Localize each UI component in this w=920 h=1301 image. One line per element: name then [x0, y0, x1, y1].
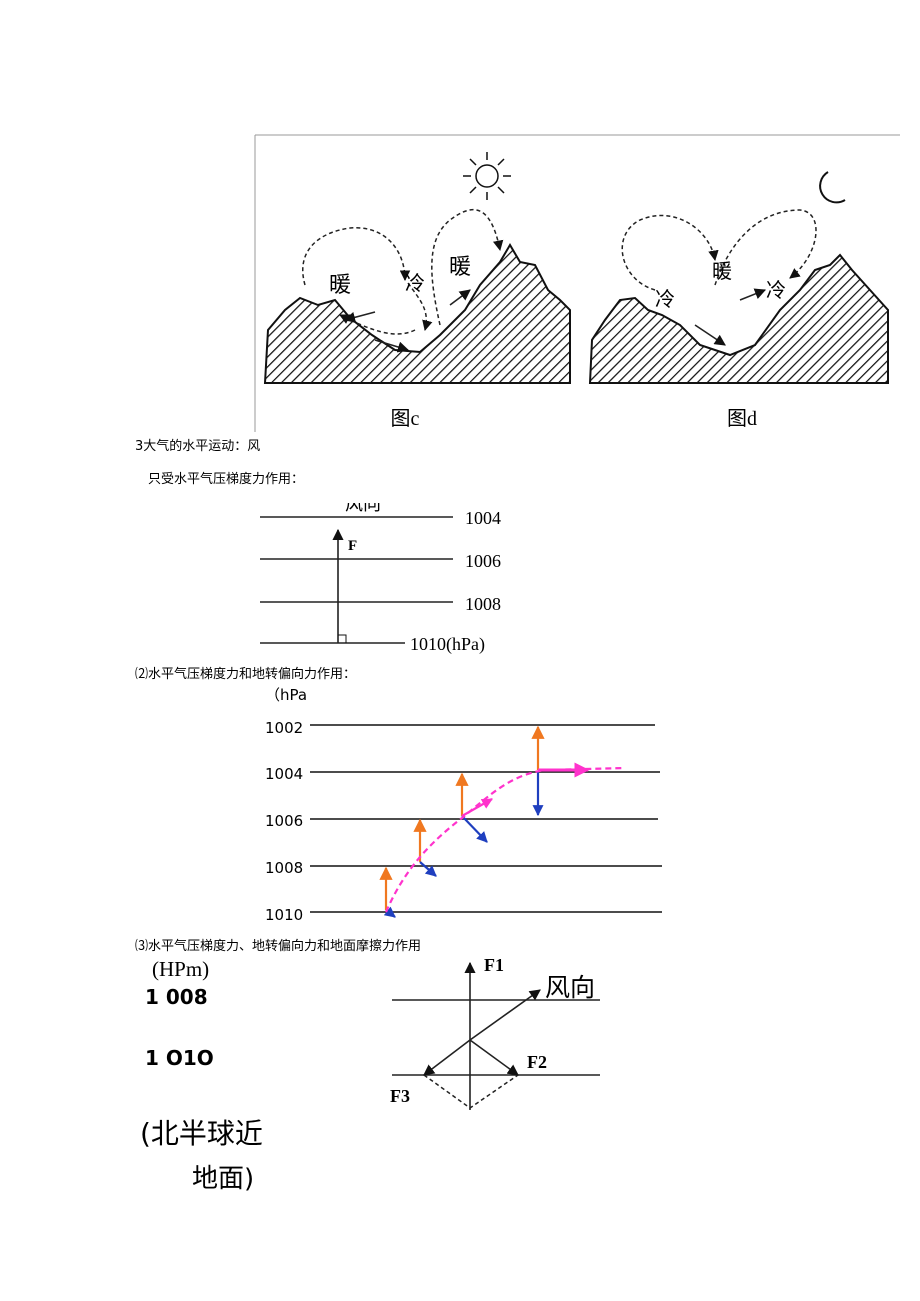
circulation [302, 208, 817, 353]
isobar-label: 1002 [265, 719, 303, 737]
isobar-label: 1004 [265, 765, 303, 783]
isobar-label: 1004 [465, 508, 501, 528]
force-arrows [384, 766, 626, 913]
moon [819, 171, 846, 204]
isobar [310, 724, 662, 913]
isobar-label: 1006 [265, 812, 303, 830]
note: 地面) [192, 1164, 254, 1194]
force-arrows [461, 815, 488, 843]
case-title: ⑵水平气压梯度力和地转偏向力作用： [135, 666, 356, 682]
case-title: ⑶水平气压梯度力、地转偏向力和地面摩擦力作用 [135, 938, 421, 954]
isobar-label: 1 008 [145, 985, 208, 1009]
force-diagram [469, 1039, 519, 1076]
sun [463, 152, 511, 200]
figure-label: 暖 [712, 260, 732, 283]
mountain [588, 253, 889, 384]
figure-caption: 图d [727, 408, 757, 430]
figure-caption: 图c [391, 408, 420, 430]
isobar-label: 1010 [265, 906, 303, 924]
force-diagram [392, 961, 600, 1110]
isobar-label: 1010(hPa) [410, 634, 485, 655]
force-diagram [423, 1039, 471, 1076]
sun [463, 152, 511, 200]
isobar [260, 516, 453, 644]
note: (北半球近 [140, 1117, 263, 1150]
wind-label: 风向 [345, 494, 381, 514]
circulation [694, 324, 726, 346]
force-label: F1 [484, 955, 504, 975]
figure-label: 暖 [449, 254, 471, 279]
isobar-label: 1 O1O [145, 1046, 214, 1070]
figure-label: 暖 [329, 272, 351, 297]
figure-label: 冷 [655, 288, 675, 311]
mountain [263, 243, 571, 384]
isobar-label: 1008 [465, 594, 501, 614]
circulation [714, 209, 817, 286]
case-title: 只受水平气压梯度力作用： [148, 471, 304, 487]
circulation [621, 214, 719, 291]
isobar [338, 634, 347, 643]
force-arrows [461, 798, 493, 817]
circulation [431, 208, 504, 326]
mountain [263, 243, 889, 384]
sun [475, 164, 499, 188]
circulation [343, 311, 376, 323]
force-diagram [469, 989, 541, 1041]
figure-label: 冷 [405, 272, 425, 295]
force-label: F2 [527, 1052, 547, 1072]
circulation [739, 288, 767, 301]
circulation [374, 339, 410, 353]
heading: 3大气的水平运动：风 [135, 438, 260, 454]
force-arrows [419, 861, 437, 877]
figure-label: 冷 [766, 279, 786, 302]
figure-frame [254, 134, 900, 432]
unit: （hPa [265, 686, 307, 704]
force-diagram [423, 1074, 519, 1109]
force-arrows [379, 725, 626, 918]
isobar-label: 1006 [465, 551, 501, 571]
force-label: F [348, 538, 357, 554]
force-label: F3 [390, 1086, 410, 1106]
unit: (HPm) [152, 957, 209, 981]
circulation [449, 289, 471, 306]
isobar-label: 1008 [265, 859, 303, 877]
wind-label: 风向 [545, 974, 595, 1002]
circulation [302, 227, 411, 286]
